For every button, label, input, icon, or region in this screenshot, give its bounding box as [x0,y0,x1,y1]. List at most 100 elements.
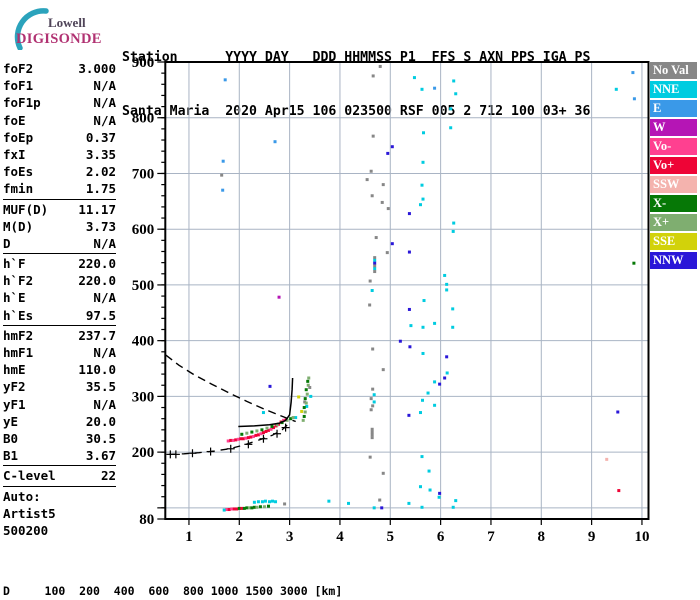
echo-point-nnw [398,339,402,343]
echo-point-nne [452,221,456,225]
echo-points [220,64,636,512]
echo-point-vop [229,438,233,442]
echo-point-noval [220,173,224,177]
echo-point-vom [225,508,229,512]
echo-point-noval [370,433,374,437]
echo-point-nne [261,411,265,415]
echo-point-xp [247,506,251,510]
echo-point-xp [304,401,308,405]
parameter-value: 220.0 [78,256,116,272]
parameter-row: D N/A [3,235,116,252]
echo-point-nne [454,499,458,503]
y-tick-label: 700 [132,166,155,182]
echo-point-noval [370,194,374,198]
echo-point-noval [381,471,385,475]
parameter-row: h`E N/A [3,289,116,306]
echo-point-nne [445,288,449,292]
echo-point-w [277,295,281,299]
echo-point-nne [263,499,267,503]
x-tick-label: 6 [437,529,445,545]
y-tick-label: 800 [132,111,155,127]
parameter-value: N/A [93,345,116,360]
echo-point-nne [327,499,331,503]
echo-point-nne [347,501,351,505]
echo-point-xp [262,505,266,509]
echo-point-vop [232,507,236,511]
echo-point-xm [303,397,307,401]
echo-point-nne [451,307,455,311]
parameter-label: M(D) [3,218,34,234]
echo-point-noval [385,251,389,255]
echo-point-xp [275,423,279,427]
echo-point-xm [252,505,256,509]
echo-point-vop [264,430,268,434]
echo-point-nne [407,501,411,505]
echo-point-xm [289,417,293,421]
parameter-label: B1 [3,448,19,464]
echo-point-vom [269,427,273,431]
echo-point-nne [420,455,424,459]
legend-item-nne: NNE [650,81,697,98]
echo-point-vom [282,418,286,422]
echo-point-xm [302,414,306,418]
echo-point-vop [261,431,265,435]
autoscaler-info-line: Auto: [3,488,116,505]
hprime-trace-dashed [168,423,289,456]
echo-point-sse [300,409,304,413]
x-tick-label: 3 [286,529,294,545]
echo-point-nne [433,380,437,384]
y-tick-label: 80 [139,512,154,528]
parameter-row: yF1 N/A [3,396,116,413]
echo-point-xm [632,261,636,265]
panel-divider [3,485,116,487]
echo-point-nnw [407,250,411,254]
echo-point-nne [437,495,441,499]
legend-item-xm: X- [650,195,697,212]
echo-point-nne [422,299,426,303]
parameter-value: 35.5 [85,379,116,395]
echo-point-noval [303,400,307,404]
parameter-row: foF1p N/A [3,94,116,111]
echo-point-noval [378,498,382,502]
parameter-label: B0 [3,430,19,446]
parameter-value: 11.17 [78,201,116,217]
echo-point-vop [617,489,621,493]
echo-point-vom [244,436,248,440]
echo-point-nne [449,126,453,130]
echo-point-noval [283,502,287,506]
logo-text-digisonde: DIGISONDE [16,31,102,47]
echo-point-e [632,97,636,101]
echo-point-vop [256,433,260,437]
echo-point-xm [266,504,270,508]
parameter-row: MUF(D) 11.17 [3,201,116,218]
panel-divider [3,324,116,326]
echo-point-xm [245,506,249,510]
echo-point-vop [234,438,238,442]
echo-point-vop [227,508,231,512]
echo-point-nne [445,371,449,375]
echo-point-sse [297,395,301,399]
x-tick-label: 9 [588,529,596,545]
y-tick-label: 300 [132,389,155,405]
x-tick-label: 2 [236,529,244,545]
echo-point-xm [304,388,308,392]
echo-point-nne [418,411,422,415]
echo-point-nne [451,325,455,329]
echo-point-vom [231,438,235,442]
panel-divider [3,465,116,467]
parameter-label: foEs [3,164,34,180]
parameter-label: yF2 [3,379,26,395]
echo-point-nne [426,391,430,395]
logo-arc [14,8,49,50]
echo-point-nne [372,393,376,397]
echo-point-noval [369,397,373,401]
echo-point-xm [237,506,241,510]
parameter-row: foEs 2.02 [3,163,116,180]
parameter-row: fxI 3.35 [3,146,116,163]
legend-item-xp: X+ [650,214,697,231]
echo-point-noval [381,183,385,187]
parameter-panel: foF2 3.000 foF1 N/A foF1p N/A foE N/A foEp 0.37 fx… [3,60,116,539]
echo-point-nne [271,499,275,503]
echo-point-noval [380,200,384,204]
